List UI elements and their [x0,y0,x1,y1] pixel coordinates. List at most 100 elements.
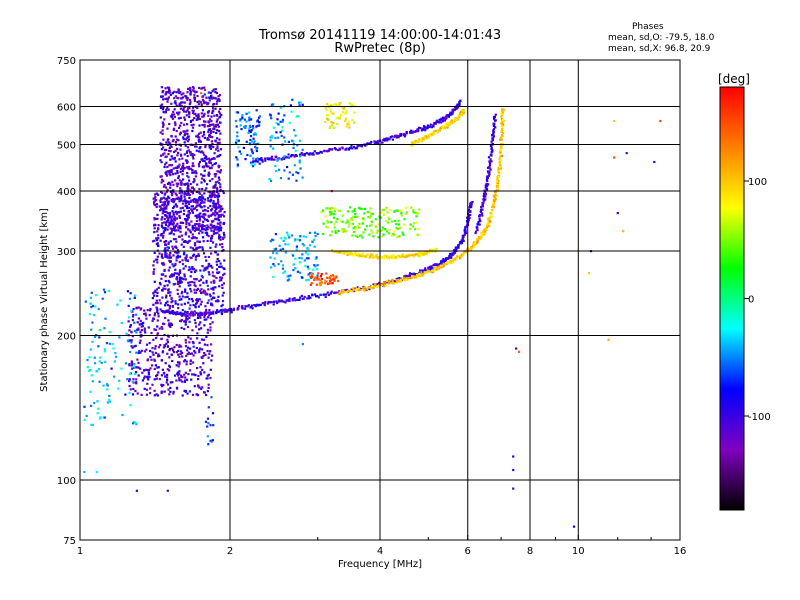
data-point [198,147,201,150]
data-point [432,132,435,135]
data-point [484,195,487,198]
data-point [488,225,491,228]
data-point [469,201,472,204]
data-point [304,251,307,254]
data-point [436,264,440,267]
data-point [174,313,177,316]
data-point [501,109,504,112]
data-point [444,259,447,262]
data-point [376,283,379,286]
data-point [178,255,182,258]
data-point [209,96,212,99]
data-point [202,178,205,181]
data-point [145,348,148,351]
data-point [244,158,247,161]
data-point [451,261,454,264]
data-point [307,248,310,251]
data-point [177,374,180,377]
data-point [161,203,165,207]
data-point [369,212,372,215]
data-point [487,156,491,159]
data-point [194,322,197,325]
data-point [498,157,501,160]
data-point [203,123,206,126]
data-point [203,112,206,115]
data-point [460,109,463,112]
data-point [90,291,93,294]
data-point [401,255,404,258]
data-point [212,232,215,235]
data-point [186,182,189,185]
data-point [178,191,181,195]
data-point [397,254,400,257]
data-point [184,138,187,141]
data-point [190,352,194,355]
data-point [301,343,304,346]
data-point [419,269,422,272]
data-point [385,206,388,209]
data-point [212,123,215,126]
data-point [194,269,197,272]
data-point [470,246,473,250]
data-point [490,148,493,151]
data-point [197,113,200,116]
data-point [273,158,276,161]
data-point [206,232,209,235]
data-point [201,95,204,98]
data-point [325,109,328,112]
data-point [166,199,169,202]
data-point [212,202,215,205]
data-point [263,302,267,305]
data-point [185,259,188,262]
data-point [179,350,183,353]
data-point [335,220,338,223]
data-point [195,216,198,219]
data-point [183,273,186,276]
data-point [371,284,374,287]
data-point [274,136,277,140]
data-point [397,136,400,139]
data-point [374,284,377,287]
data-point [191,119,194,122]
data-point [328,282,331,285]
data-point [184,310,187,313]
y-tick-label: 500 [57,141,76,152]
data-point [417,212,420,215]
data-point [162,227,165,230]
data-point [166,216,169,219]
data-point [153,231,156,234]
data-point [207,190,210,193]
data-point [207,262,210,265]
data-point [164,304,167,307]
data-point [477,221,480,224]
data-point [382,255,385,258]
data-point [489,221,492,224]
data-point [178,298,181,301]
data-point [356,286,359,289]
data-point [211,107,215,110]
data-point [287,177,290,180]
data-point [326,103,329,106]
data-point [193,349,196,353]
data-point [361,222,364,225]
data-point [294,134,297,137]
data-point [625,152,628,155]
data-point [174,203,177,206]
data-point [336,251,339,254]
data-point [170,218,173,221]
data-point [383,285,386,288]
data-point [221,294,224,297]
data-point [316,264,319,267]
data-point [134,372,137,376]
data-point [172,206,175,210]
data-point [130,345,133,348]
data-point [457,103,460,107]
data-point [213,125,216,128]
data-point [492,132,495,136]
data-point [335,116,338,119]
data-point [185,255,188,258]
colorbar-gradient [720,87,744,510]
data-point [282,271,285,275]
data-point [182,137,185,141]
data-point [481,233,484,236]
